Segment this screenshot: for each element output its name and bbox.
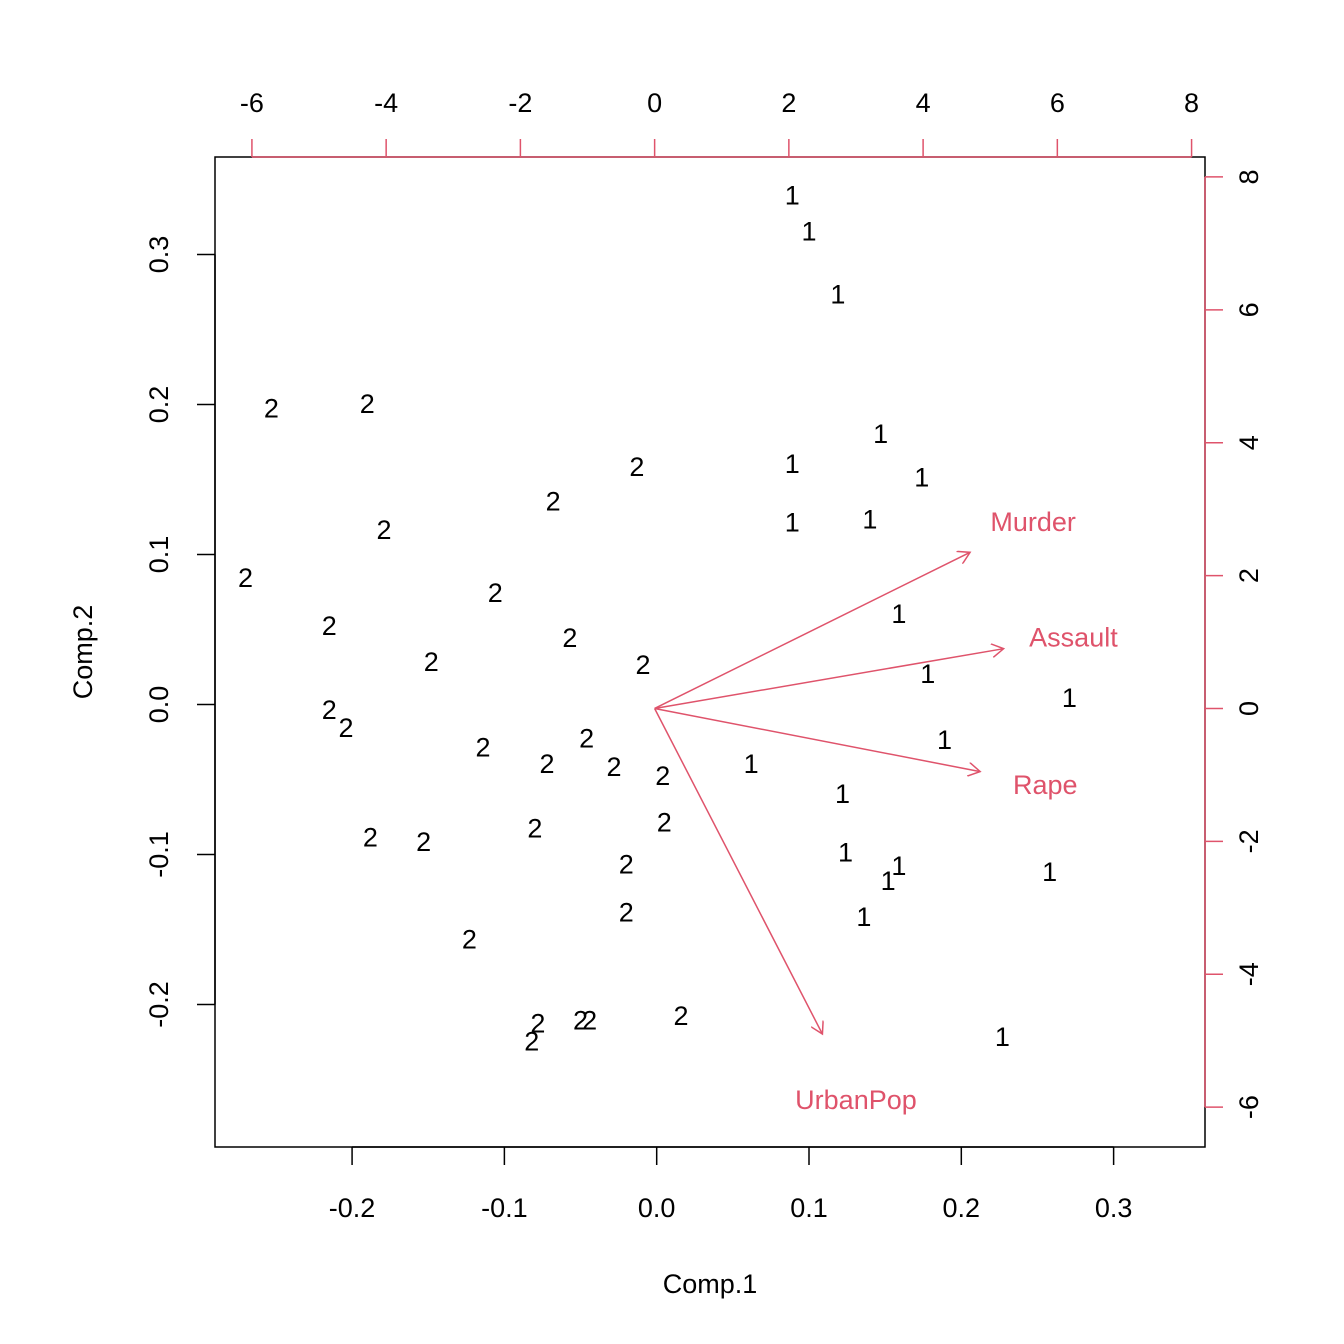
score-point-33: 2 bbox=[338, 713, 353, 743]
score-point-27: 2 bbox=[488, 578, 503, 608]
loading-arrow-urbanpop bbox=[653, 708, 823, 1034]
score-point-45: 2 bbox=[462, 925, 477, 955]
right-axis: -6 -4 -2 0 2 4 6 8 bbox=[1204, 169, 1264, 1119]
top-tick-label: -2 bbox=[508, 88, 532, 118]
y-tick-label: -0.2 bbox=[144, 981, 174, 1028]
x-tick-label: 0.0 bbox=[638, 1193, 676, 1223]
loading-label-murder: Murder bbox=[990, 507, 1076, 537]
y-tick-label: -0.1 bbox=[144, 831, 174, 878]
score-point-41: 2 bbox=[363, 823, 378, 853]
top-tick-label: 0 bbox=[647, 88, 662, 118]
right-tick-label: 4 bbox=[1234, 435, 1264, 450]
score-point-35: 2 bbox=[579, 724, 594, 754]
score-point-36: 2 bbox=[540, 749, 555, 779]
right-tick-label: -6 bbox=[1234, 1095, 1264, 1119]
y-axis-title: Comp.2 bbox=[68, 605, 98, 700]
score-point-49: 2 bbox=[582, 1006, 597, 1036]
loading-arrow-murder bbox=[654, 552, 970, 710]
score-point-4: 1 bbox=[873, 419, 888, 449]
score-point-12: 1 bbox=[937, 725, 952, 755]
right-tick-label: 2 bbox=[1234, 568, 1264, 583]
x-tick-label: 0.3 bbox=[1095, 1193, 1133, 1223]
score-point-39: 2 bbox=[657, 808, 672, 838]
score-point-14: 1 bbox=[835, 779, 850, 809]
score-point-13: 1 bbox=[744, 749, 759, 779]
score-point-21: 2 bbox=[264, 394, 279, 424]
score-point-7: 1 bbox=[785, 508, 800, 538]
score-point-29: 2 bbox=[562, 623, 577, 653]
top-tick-label: 4 bbox=[916, 88, 931, 118]
score-point-3: 1 bbox=[830, 280, 845, 310]
loading-arrows: Murder Assault Rape UrbanPop bbox=[653, 507, 1118, 1115]
score-point-34: 2 bbox=[476, 733, 491, 763]
score-point-50: 2 bbox=[524, 1027, 539, 1057]
score-point-43: 2 bbox=[619, 850, 634, 880]
top-tick-label: 8 bbox=[1184, 88, 1199, 118]
score-point-38: 2 bbox=[655, 761, 670, 791]
score-point-23: 2 bbox=[629, 452, 644, 482]
y-tick-label: 0.2 bbox=[144, 386, 174, 424]
score-point-10: 1 bbox=[920, 659, 935, 689]
top-tick-label: -4 bbox=[374, 88, 398, 118]
score-point-2: 1 bbox=[801, 217, 816, 247]
top-tick-label: -6 bbox=[240, 88, 264, 118]
loading-label-urbanpop: UrbanPop bbox=[795, 1085, 917, 1115]
y-tick-label: 0.1 bbox=[144, 536, 174, 574]
score-point-19: 1 bbox=[856, 902, 871, 932]
left-axis: -0.2 -0.1 0.0 0.1 0.2 0.3 bbox=[144, 236, 216, 1028]
score-point-46: 2 bbox=[674, 1001, 689, 1031]
loading-arrow-assault bbox=[654, 649, 1004, 710]
score-point-31: 2 bbox=[424, 647, 439, 677]
score-point-47: 2 bbox=[530, 1009, 545, 1039]
x-tick-label: 0.2 bbox=[943, 1193, 981, 1223]
score-point-9: 1 bbox=[891, 599, 906, 629]
top-axis: -6 -4 -2 0 2 4 6 8 bbox=[240, 88, 1199, 158]
right-tick-label: 6 bbox=[1234, 302, 1264, 317]
top-tick-label: 6 bbox=[1050, 88, 1065, 118]
score-point-8: 1 bbox=[862, 505, 877, 535]
bottom-axis: -0.2 -0.1 0.0 0.1 0.2 0.3 bbox=[329, 1146, 1133, 1223]
score-point-32: 2 bbox=[322, 695, 337, 725]
score-point-11: 1 bbox=[1062, 683, 1077, 713]
score-point-15: 1 bbox=[838, 838, 853, 868]
score-point-17: 1 bbox=[881, 866, 896, 896]
score-point-6: 1 bbox=[914, 463, 929, 493]
score-point-42: 2 bbox=[416, 827, 431, 857]
right-tick-label: -2 bbox=[1234, 829, 1264, 853]
loading-arrow-rape bbox=[654, 707, 981, 771]
x-axis-title: Comp.1 bbox=[663, 1269, 758, 1299]
score-point-44: 2 bbox=[619, 898, 634, 928]
right-tick-label: 0 bbox=[1234, 701, 1264, 716]
right-tick-label: -4 bbox=[1234, 962, 1264, 986]
score-point-48: 2 bbox=[573, 1006, 588, 1036]
score-point-18: 1 bbox=[1042, 857, 1057, 887]
score-point-16: 1 bbox=[891, 851, 906, 881]
score-point-40: 2 bbox=[527, 814, 542, 844]
score-point-37: 2 bbox=[607, 752, 622, 782]
y-tick-label: 0.3 bbox=[144, 236, 174, 274]
score-point-30: 2 bbox=[635, 650, 650, 680]
x-tick-label: 0.1 bbox=[790, 1193, 828, 1223]
score-point-1: 1 bbox=[785, 181, 800, 211]
score-point-28: 2 bbox=[322, 611, 337, 641]
loading-label-rape: Rape bbox=[1013, 770, 1078, 800]
y-tick-label: 0.0 bbox=[144, 686, 174, 724]
loading-label-assault: Assault bbox=[1029, 623, 1118, 653]
score-point-24: 2 bbox=[546, 487, 561, 517]
score-point-22: 2 bbox=[360, 389, 375, 419]
score-point-25: 2 bbox=[377, 515, 392, 545]
score-point-5: 1 bbox=[785, 449, 800, 479]
score-point-26: 2 bbox=[238, 563, 253, 593]
top-tick-label: 2 bbox=[781, 88, 796, 118]
right-tick-label: 8 bbox=[1234, 169, 1264, 184]
score-point-20: 1 bbox=[995, 1022, 1010, 1052]
x-tick-label: -0.2 bbox=[329, 1193, 376, 1223]
x-tick-label: -0.1 bbox=[481, 1193, 528, 1223]
